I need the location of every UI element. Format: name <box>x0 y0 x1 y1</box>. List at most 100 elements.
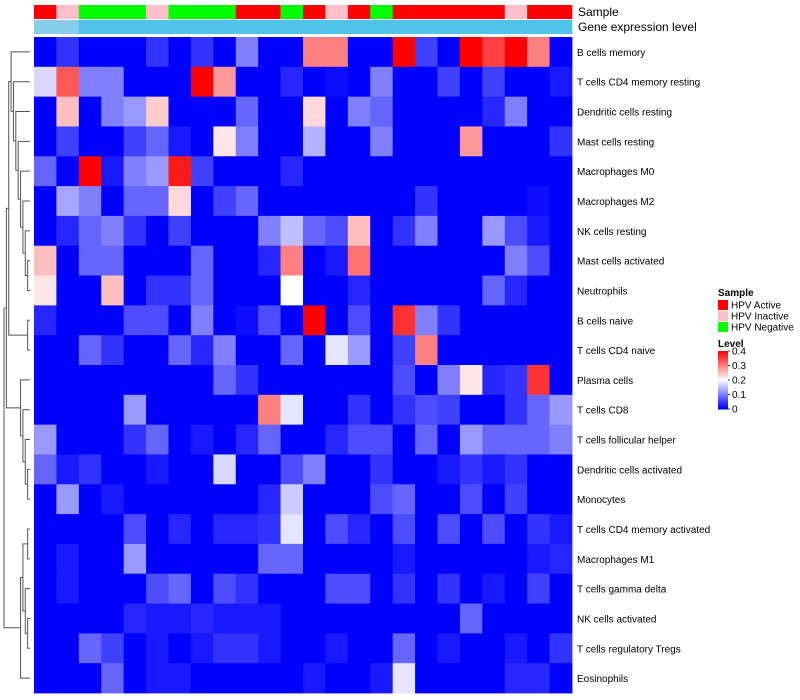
heatmap-cell <box>101 66 125 98</box>
heatmap-cell <box>459 66 483 98</box>
heatmap-cell <box>258 543 281 575</box>
sample-annotation-cell <box>56 5 80 19</box>
heatmap-cell <box>482 305 506 336</box>
heatmap-cell <box>78 215 102 247</box>
heatmap-cell <box>370 573 394 604</box>
heatmap-cell <box>213 424 237 455</box>
sample-annotation-cell <box>280 5 304 19</box>
row-label: T cells CD8 <box>577 406 629 417</box>
heatmap-cell <box>392 245 416 276</box>
legend-colorbar-tick-label: 0.4 <box>732 347 746 358</box>
heatmap-cell <box>459 633 483 664</box>
row-label: Monocytes <box>577 495 625 506</box>
heatmap-cell <box>437 424 461 455</box>
heatmap-cell <box>504 245 528 276</box>
heatmap-cell <box>303 484 326 515</box>
heatmap-cell <box>56 305 80 336</box>
heatmap-cell <box>56 215 80 247</box>
heatmap-cell <box>235 335 259 366</box>
heatmap-cell <box>190 633 214 664</box>
heatmap-cell <box>280 66 304 98</box>
heatmap-cell <box>258 275 281 306</box>
heatmap-cell <box>370 663 394 694</box>
heatmap-cell <box>303 186 326 217</box>
heatmap-cell <box>280 245 304 276</box>
heatmap-cell <box>235 663 259 694</box>
heatmap-cell <box>78 245 102 276</box>
heatmap-cell <box>56 603 80 634</box>
heatmap-cell <box>78 365 102 396</box>
heatmap-cell <box>123 573 147 604</box>
heatmap-cell <box>34 633 57 664</box>
legend-sample-entry: HPV Active <box>731 301 781 312</box>
heatmap-cell <box>370 454 394 485</box>
heatmap-cell <box>415 543 438 575</box>
heatmap-cell <box>370 37 394 68</box>
sample-annotation-cell <box>527 5 550 19</box>
sample-annotation-cell <box>459 5 483 19</box>
legend-colorbar-segment <box>718 385 728 388</box>
heatmap-cell <box>146 543 169 575</box>
heatmap-cell <box>392 305 416 336</box>
legend-colorbar-segment <box>718 389 728 392</box>
heatmap-cell <box>258 96 281 127</box>
legend-colorbar-segment <box>718 395 728 397</box>
heatmap-cell <box>280 96 304 127</box>
heatmap-cell <box>527 365 550 396</box>
row-label: T cells gamma delta <box>577 585 667 596</box>
heatmap-cell <box>258 156 281 187</box>
heatmap-cell <box>482 663 506 694</box>
heatmap-cell <box>347 305 371 336</box>
heatmap-cell <box>459 484 483 515</box>
heatmap-cell <box>280 454 304 485</box>
heatmap-cell <box>370 603 394 634</box>
heatmap-cell <box>235 66 259 98</box>
heatmap-cell <box>415 275 438 306</box>
heatmap-cell <box>303 633 326 664</box>
heatmap-cell <box>56 186 80 217</box>
heatmap-cell <box>325 215 349 247</box>
heatmap-cell <box>34 275 57 306</box>
heatmap-cell <box>504 96 528 127</box>
heatmap-cell <box>392 186 416 217</box>
sample-annotation-cell <box>504 5 528 19</box>
heatmap-cell <box>56 335 80 366</box>
row-labels: B cells memory T cells CD4 memory resting… <box>577 48 710 685</box>
heatmap-cell <box>482 365 506 396</box>
heatmap-cell <box>392 126 416 157</box>
heatmap-cell <box>168 186 192 217</box>
heatmap-cell <box>482 215 506 247</box>
heatmap-cell <box>280 543 304 575</box>
heatmap-cell <box>168 156 192 187</box>
heatmap-cell <box>78 335 102 366</box>
heatmap-cell <box>78 514 102 545</box>
heatmap-cell <box>347 66 371 98</box>
dendrogram-branch <box>27 260 30 291</box>
heatmap-cell <box>235 424 259 455</box>
heatmap-cell <box>258 514 281 545</box>
gene-level-annotation-cell <box>213 20 237 34</box>
legend-sample-title: Sample <box>718 288 754 299</box>
heatmap-cell <box>146 484 169 515</box>
heatmap-cell <box>459 394 483 426</box>
heatmap-cell <box>415 573 438 604</box>
heatmap-cell <box>504 156 528 187</box>
heatmap-cell <box>482 37 506 68</box>
heatmap-cell <box>527 543 550 575</box>
heatmap-cell <box>303 543 326 575</box>
gene-level-annotation-cell <box>437 20 461 34</box>
heatmap-cell <box>101 275 125 306</box>
legend-colorbar-segment <box>718 380 728 383</box>
heatmap-cell <box>303 37 326 68</box>
heatmap-cell <box>146 245 169 276</box>
legend-colorbar-segment <box>718 400 728 402</box>
heatmap-cell <box>437 663 461 694</box>
heatmap-cell <box>146 603 169 634</box>
heatmap-cell <box>34 454 57 485</box>
heatmap-cell <box>34 156 57 187</box>
heatmap-cell <box>437 454 461 485</box>
heatmap-cell <box>34 603 57 634</box>
row-label: T cells CD4 memory resting <box>577 78 700 89</box>
heatmap-cell <box>415 186 438 217</box>
